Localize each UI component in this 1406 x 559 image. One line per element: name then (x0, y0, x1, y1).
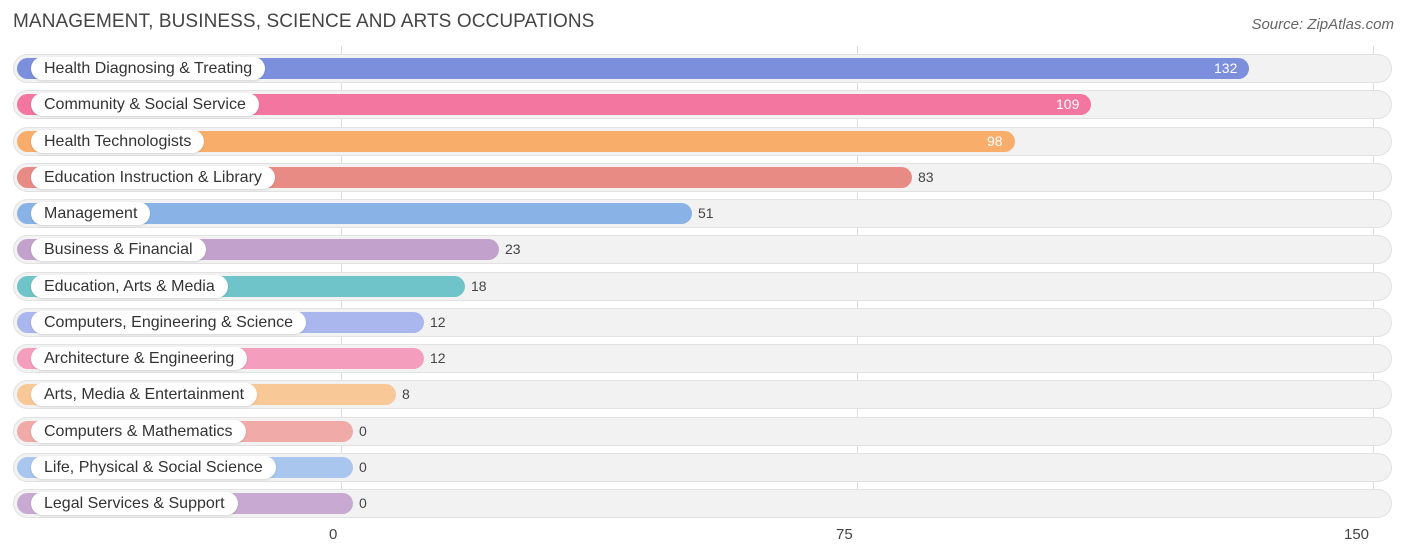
category-label: Life, Physical & Social Science (31, 455, 276, 479)
category-label: Architecture & Engineering (31, 347, 248, 370)
value-label: 0 (359, 495, 367, 511)
value-label: 132 (1214, 60, 1238, 76)
category-label: Computers, Engineering & Science (31, 310, 307, 334)
value-label: 18 (471, 277, 487, 294)
source-label: Source: ZipAtlas.com (1251, 16, 1394, 33)
category-label: Legal Services & Support (31, 492, 238, 515)
value-label: 8 (402, 386, 410, 403)
category-label: Education, Arts & Media (31, 274, 228, 298)
value-label: 98 (987, 132, 1003, 149)
value-label: 12 (430, 350, 446, 366)
category-label: Health Diagnosing & Treating (31, 57, 266, 80)
page-title: MANAGEMENT, BUSINESS, SCIENCE AND ARTS O… (13, 11, 595, 32)
category-label: Business & Financial (31, 238, 206, 262)
category-label: Computers & Mathematics (31, 419, 246, 443)
value-label: 23 (505, 241, 521, 258)
x-tick-label: 0 (329, 526, 338, 543)
category-label: Community & Social Service (31, 93, 259, 117)
category-label: Health Technologists (31, 129, 205, 153)
bar (17, 58, 1250, 79)
category-label: Arts, Media & Entertainment (31, 383, 258, 407)
bar (17, 203, 692, 224)
value-label: 109 (1056, 96, 1080, 113)
x-tick-label: 75 (836, 526, 853, 543)
bar (17, 130, 1016, 152)
category-label: Education Instruction & Library (31, 165, 275, 189)
value-label: 0 (359, 422, 367, 439)
x-tick-label: 150 (1344, 526, 1370, 543)
category-label: Management (31, 202, 151, 225)
bar (17, 94, 1091, 116)
value-label: 12 (430, 313, 446, 330)
value-label: 51 (698, 205, 714, 221)
value-label: 83 (918, 168, 934, 185)
value-label: 0 (359, 458, 367, 475)
